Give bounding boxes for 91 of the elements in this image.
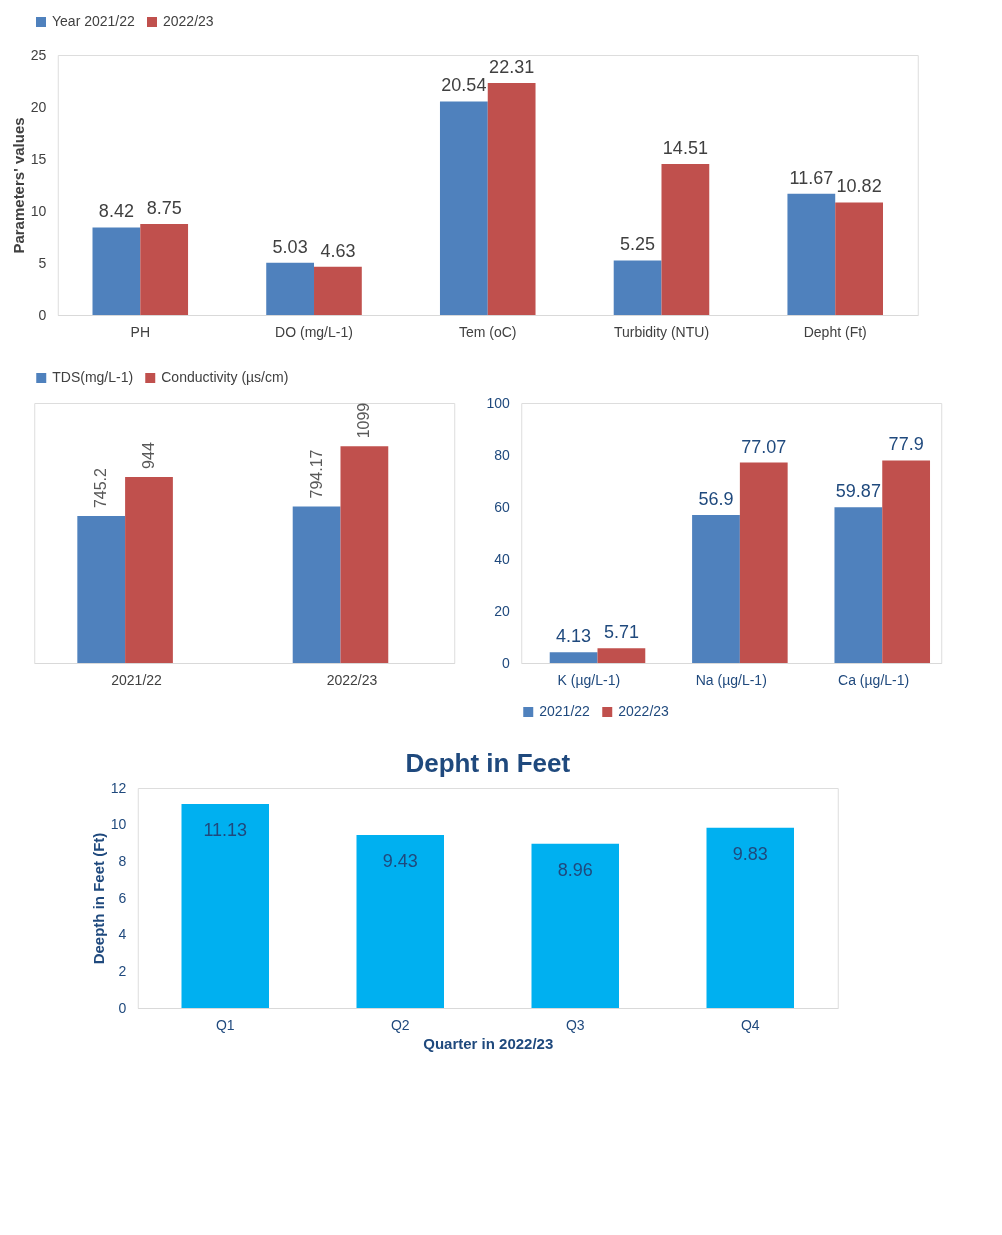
- y-tick-label: 25: [30, 46, 47, 63]
- x-tick-label: Na (µg/L-1): [695, 671, 767, 688]
- y-tick-label: 0: [501, 654, 510, 671]
- bar: [487, 82, 536, 315]
- y-tick-label: 40: [494, 550, 510, 567]
- y-tick-label: 0: [38, 306, 47, 323]
- bar: [661, 164, 710, 315]
- legend-label: TDS(mg/L-1): [52, 369, 134, 385]
- y-tick-label: 15: [30, 150, 47, 167]
- y-tick-label: 60: [494, 498, 510, 515]
- y-tick-label: 20: [30, 98, 47, 115]
- legend-label: 2022/23: [163, 13, 214, 29]
- x-tick-label: Turbidity (NTU): [613, 323, 710, 340]
- x-tick-label: Q4: [740, 1016, 760, 1033]
- bar: [92, 227, 141, 315]
- x-tick-label: Tem (oC): [458, 323, 517, 340]
- x-tick-label: 2022/23: [326, 671, 378, 688]
- legend-label: Conductivity (µs/cm): [161, 369, 289, 385]
- x-tick-label: PH: [130, 323, 150, 340]
- data-label: 794.17: [307, 449, 325, 499]
- data-label: 10.82: [836, 176, 882, 197]
- data-label: 11.67: [789, 167, 834, 188]
- y-tick-label: 80: [494, 446, 510, 463]
- bar: [77, 516, 126, 663]
- bar: [181, 803, 269, 1008]
- y-axis-title: Parameters' values: [9, 117, 27, 254]
- bar: [125, 476, 173, 663]
- data-label: 77.9: [888, 434, 924, 455]
- y-tick-label: 12: [110, 779, 127, 796]
- y-tick-label: 10: [110, 816, 127, 833]
- data-label: 4.63: [320, 240, 356, 261]
- bar: [692, 515, 740, 663]
- legend-label: 2021/22: [539, 703, 591, 719]
- y-tick-label: 6: [118, 889, 127, 906]
- bar: [597, 648, 646, 663]
- x-tick-label: Q2: [390, 1016, 410, 1033]
- y-tick-label: 8: [118, 852, 127, 869]
- y-axis-title: Deepth in Feet (Ft): [89, 832, 107, 965]
- x-tick-label: K (µg/L-1): [557, 671, 621, 688]
- bar: [613, 260, 662, 315]
- x-tick-label: Depht (Ft): [803, 323, 867, 340]
- data-label: 745.2: [92, 467, 110, 509]
- x-tick-label: DO (mg/L-1): [275, 323, 353, 340]
- x-tick-label: 2021/22: [111, 671, 163, 688]
- x-tick-label: Q1: [215, 1016, 235, 1033]
- bar: [356, 835, 444, 1008]
- y-tick-label: 20: [494, 602, 510, 619]
- bar: [140, 224, 189, 315]
- data-label: 11.13: [203, 819, 248, 840]
- data-label: 4.13: [556, 626, 592, 647]
- data-label: 944: [139, 442, 157, 469]
- bar: [882, 460, 931, 663]
- bar: [706, 827, 794, 1008]
- x-tick-label: Q3: [565, 1016, 585, 1033]
- y-tick-label: 5: [38, 254, 47, 271]
- data-label: 5.03: [272, 236, 308, 257]
- data-label: 56.9: [698, 489, 734, 510]
- legend-label: 2022/23: [618, 703, 670, 719]
- data-label: 77.07: [741, 436, 787, 457]
- data-label: 8.75: [146, 198, 182, 218]
- bar: [340, 446, 389, 663]
- bar: [739, 462, 788, 663]
- bar: [314, 266, 362, 315]
- y-tick-label: 0: [118, 999, 127, 1016]
- bar: [439, 101, 488, 315]
- y-tick-label: 4: [118, 926, 127, 943]
- bar: [835, 202, 883, 315]
- legend-label: Year 2021/22: [52, 13, 135, 29]
- y-tick-label: 2: [118, 962, 127, 979]
- y-tick-label: 10: [30, 202, 47, 219]
- data-label: 5.71: [603, 622, 639, 643]
- data-label: 14.51: [662, 138, 708, 159]
- data-label: 59.87: [835, 481, 881, 502]
- data-label: 9.43: [382, 851, 418, 872]
- data-label: 9.83: [732, 843, 768, 864]
- data-label: 1099: [355, 402, 373, 439]
- x-tick-label: Ca (µg/L-1): [838, 671, 910, 688]
- bar: [549, 652, 598, 663]
- bar: [531, 843, 619, 1008]
- data-label: 20.54: [441, 75, 487, 96]
- data-label: 8.96: [557, 859, 593, 880]
- data-label: 22.31: [489, 56, 535, 77]
- y-tick-label: 100: [486, 394, 510, 411]
- bar: [266, 262, 315, 315]
- data-label: 5.25: [620, 234, 656, 255]
- bar: [292, 506, 341, 663]
- bar: [834, 507, 883, 663]
- x-axis-title: Quarter in 2022/23: [423, 1034, 554, 1052]
- bar: [787, 193, 836, 315]
- chart-title: Depht in Feet: [405, 748, 571, 778]
- data-label: 8.42: [98, 201, 134, 222]
